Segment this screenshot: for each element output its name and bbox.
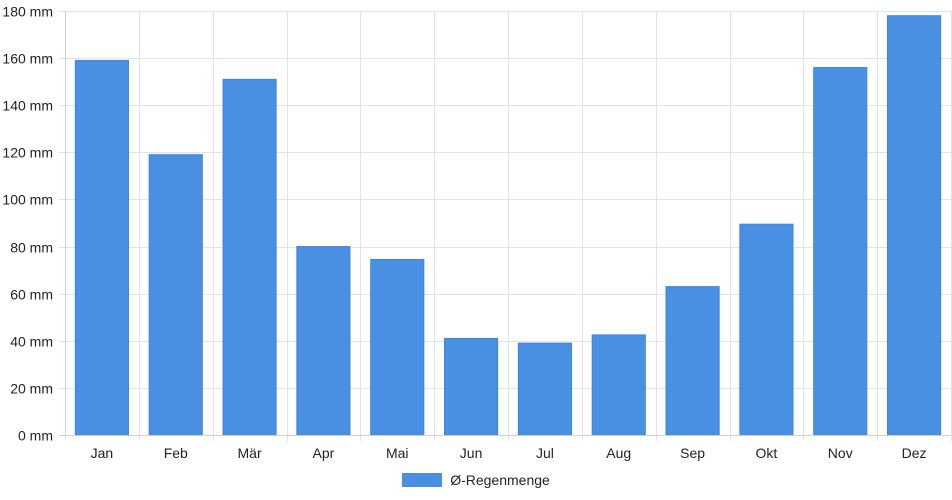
x-tick-label: Feb bbox=[164, 445, 188, 461]
x-tick-label: Sep bbox=[680, 445, 705, 461]
y-tick-label: 40 mm bbox=[10, 334, 53, 350]
bar bbox=[887, 15, 942, 436]
legend-swatch bbox=[402, 473, 443, 487]
bar bbox=[222, 78, 277, 436]
bar bbox=[591, 334, 646, 436]
x-axis-tick-labels: Jan Feb Mär Apr Mai Jun Jul Aug Sep Okt Nov Dez bbox=[91, 445, 927, 461]
y-axis-tick-labels: 0 mm 20 mm 40 mm 60 mm 80 mm 100 mm 120 mm 140 … bbox=[2, 4, 53, 444]
x-tick-label: Okt bbox=[756, 445, 778, 461]
bar bbox=[74, 59, 129, 436]
bar bbox=[739, 223, 794, 436]
bar bbox=[517, 342, 572, 436]
y-tick-label: 180 mm bbox=[2, 4, 53, 20]
y-tick-label: 140 mm bbox=[2, 98, 53, 114]
y-tick-label: 0 mm bbox=[18, 428, 53, 444]
y-tick-label: 20 mm bbox=[10, 381, 53, 397]
x-tick-label: Apr bbox=[313, 445, 335, 461]
y-tick-label: 60 mm bbox=[10, 287, 53, 303]
y-tick-label: 100 mm bbox=[2, 192, 53, 208]
x-tick-label: Mai bbox=[386, 445, 409, 461]
x-tick-label: Jan bbox=[91, 445, 114, 461]
axes bbox=[59, 11, 951, 436]
y-tick-label: 120 mm bbox=[2, 145, 53, 161]
bar bbox=[665, 286, 720, 436]
bar bbox=[444, 337, 499, 436]
bars bbox=[74, 15, 942, 436]
y-tick-label: 160 mm bbox=[2, 51, 53, 67]
x-tick-label: Jul bbox=[536, 445, 554, 461]
legend[interactable]: Ø-Regenmenge bbox=[0, 472, 952, 488]
x-tick-label: Jun bbox=[460, 445, 483, 461]
bar bbox=[813, 67, 868, 436]
legend-label: Ø-Regenmenge bbox=[450, 472, 550, 488]
bar bbox=[296, 246, 351, 436]
x-tick-label: Aug bbox=[606, 445, 631, 461]
x-tick-label: Dez bbox=[902, 445, 927, 461]
bar bbox=[148, 154, 203, 436]
y-tick-label: 80 mm bbox=[10, 240, 53, 256]
x-tick-label: Mär bbox=[238, 445, 262, 461]
bar bbox=[370, 259, 425, 436]
x-tick-label: Nov bbox=[828, 445, 853, 461]
